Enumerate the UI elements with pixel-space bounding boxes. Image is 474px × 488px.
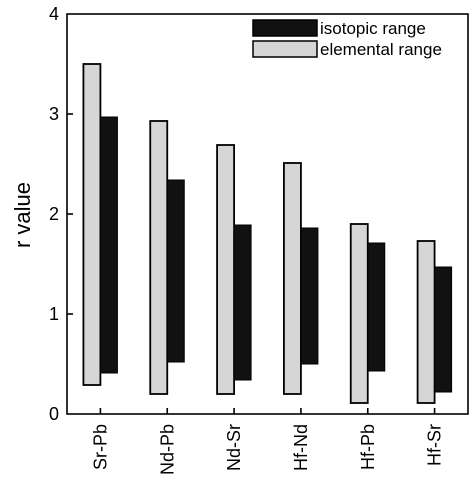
elemental-range-bar-hf-sr: [416, 240, 436, 404]
plot-frame: [66, 13, 469, 415]
elemental-range-bar-sr-pb: [82, 63, 102, 386]
y-tick-label: 0: [49, 404, 59, 424]
y-axis-label: r value: [10, 182, 35, 248]
range-bars: [82, 63, 453, 404]
isotopic-range-bar-hf-sr: [434, 266, 453, 393]
x-tick-label: Hf-Pb: [358, 424, 378, 470]
x-axis-ticks: Sr-Pb Nd-Pb Nd-Sr Hf-Nd Hf-Pb Hf-Sr: [90, 408, 445, 475]
elemental-range-bar-nd-pb: [149, 120, 169, 395]
isotopic-range-bar-nd-sr: [233, 224, 252, 381]
plot-area: [66, 13, 469, 415]
y-tick-label: 4: [49, 4, 59, 24]
isotopic-range-bar-hf-pb: [367, 242, 386, 372]
x-tick-label: Nd-Pb: [157, 424, 177, 475]
x-tick-label: Hf-Sr: [425, 424, 445, 466]
isotopic-range-bar-nd-pb: [166, 179, 185, 363]
elemental-range-bar-hf-pb: [349, 223, 369, 404]
legend-swatch-isotopic: [252, 19, 318, 37]
x-tick-label: Sr-Pb: [90, 424, 110, 470]
y-tick-label: 1: [49, 304, 59, 324]
x-tick-label: Hf-Nd: [291, 424, 311, 471]
legend: isotopic range elemental range: [252, 19, 442, 59]
elemental-range-bar-nd-sr: [216, 144, 235, 395]
y-tick-label: 2: [49, 204, 59, 224]
y-axis-ticks: 0 1 2 3 4: [49, 4, 73, 424]
elemental-range-bar-hf-nd: [283, 162, 302, 395]
x-tick-label: Nd-Sr: [224, 424, 244, 471]
isotopic-range-bar-hf-nd: [300, 227, 319, 365]
y-tick-label: 3: [49, 104, 59, 124]
legend-swatch-elemental: [252, 40, 318, 58]
legend-label-elemental: elemental range: [320, 40, 442, 59]
isotopic-range-bar-sr-pb: [99, 116, 118, 374]
legend-label-isotopic: isotopic range: [320, 19, 426, 38]
